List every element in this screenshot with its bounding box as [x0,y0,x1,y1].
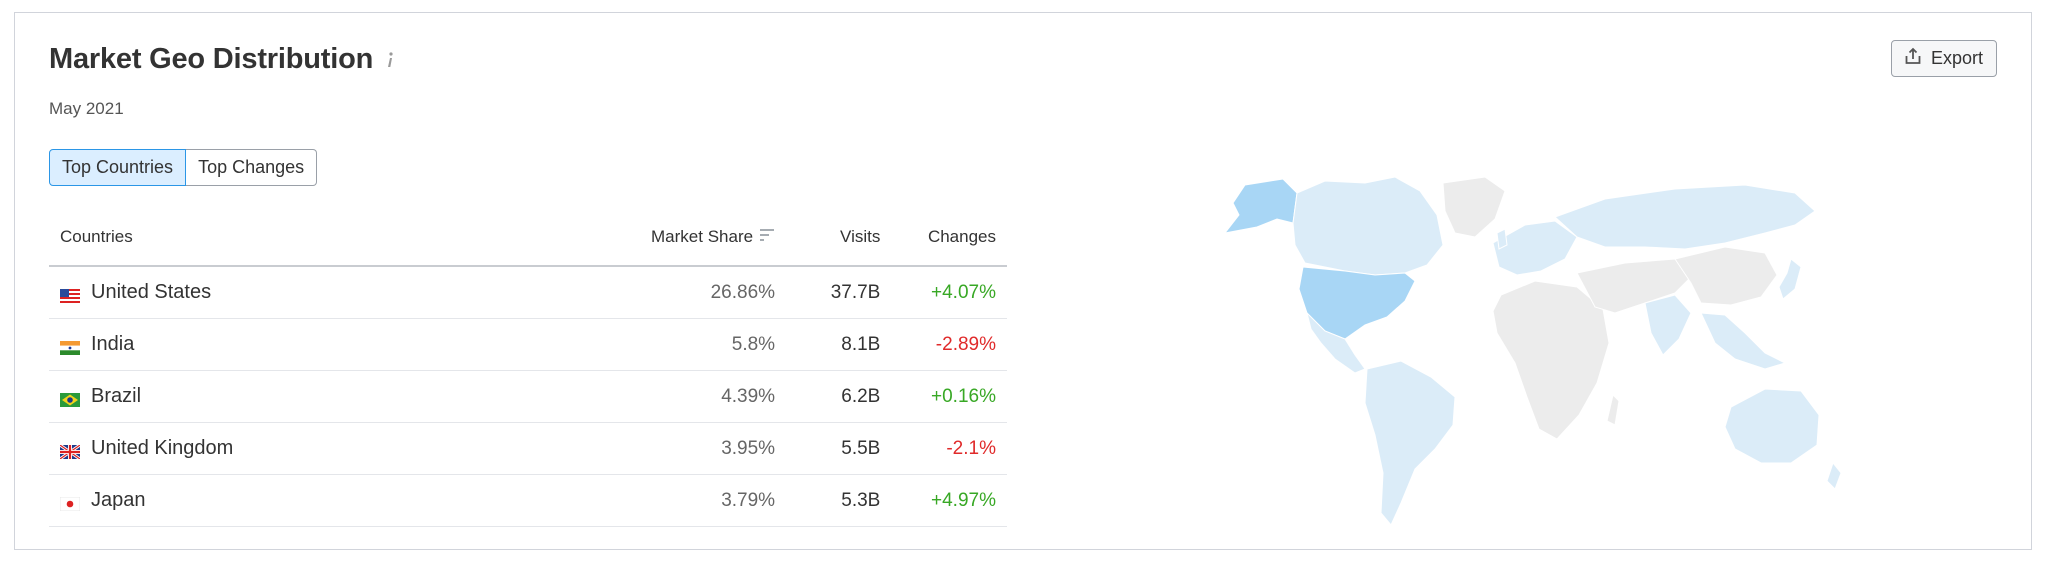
map-region-russia [1554,184,1816,250]
country-cell: Japan [49,474,609,527]
change-value: -2.1% [891,422,1007,475]
export-label: Export [1930,48,1984,68]
country-cell: Brazil [49,370,609,423]
map-region-india [1644,294,1692,356]
column-header-changes: Changes [891,209,1007,267]
change-value: +0.16% [891,370,1007,423]
visits-value: 5.5B [786,422,892,475]
table-row[interactable]: United Kingdom 3.95% 5.5B -2.1% [49,422,1007,475]
visits-value: 37.7B [786,266,892,319]
column-label: Visits [840,227,881,246]
change-value: +4.07% [891,266,1007,319]
tab-group: Top Countries Top Changes [49,149,318,186]
map-region-middle-east [1576,258,1696,314]
column-header-market-share[interactable]: Market Share [608,209,787,267]
table-row[interactable]: India 5.8% 8.1B -2.89% [49,318,1007,371]
market-share-value: 3.95% [608,422,787,475]
country-cell: United Kingdom [49,422,609,475]
visits-value: 6.2B [786,370,892,423]
uk-flag-icon [59,442,81,460]
column-label: Countries [60,227,133,246]
change-value: -2.89% [891,318,1007,371]
table-row[interactable]: Japan 3.79% 5.3B +4.97% [49,474,1007,527]
country-cell: India [49,318,609,371]
market-geo-card: Market Geo Distribution May 2021 Export … [14,12,2032,550]
map-region-china [1674,246,1778,306]
country-name: Japan [91,489,146,511]
country-name: United States [91,281,212,303]
map-region-mexico [1306,311,1366,374]
japan-flag-icon [59,494,81,511]
change-value: +4.97% [891,474,1007,527]
map-region-australia [1724,388,1820,464]
map-region-alaska [1223,178,1298,234]
column-label: Changes [927,227,996,246]
column-label: Market Share [651,226,754,246]
visits-value: 8.1B [786,318,892,371]
market-share-value: 5.8% [608,318,787,371]
page-title: Market Geo Distribution [49,43,374,75]
info-icon[interactable] [383,49,397,71]
export-button[interactable]: Export [1891,40,1997,77]
title-row: Market Geo Distribution [49,43,397,76]
table-row[interactable]: United States 26.86% 37.7B +4.07% [49,266,1007,319]
country-name: Brazil [91,385,142,407]
map-region-canada [1292,176,1444,276]
map-region-japan [1778,258,1802,300]
table-row[interactable]: Brazil 4.39% 6.2B +0.16% [49,370,1007,423]
sort-icon[interactable] [759,227,775,247]
map-region-madagascar [1606,394,1620,426]
map-region-europe [1492,220,1578,276]
visits-value: 5.3B [786,474,892,527]
column-header-visits: Visits [786,209,892,267]
country-name: United Kingdom [91,437,234,459]
map-region-new-zealand [1826,461,1842,490]
export-icon [1905,47,1921,70]
countries-table: Countries Market Share Visits Changes [49,209,1007,527]
world-map[interactable] [1205,163,1845,533]
map-region-africa [1492,280,1610,440]
india-flag-icon [60,338,80,355]
brazil-flag-icon [60,390,80,407]
date-label: May 2021 [49,99,124,118]
country-cell: United States [49,266,609,319]
map-region-uk [1496,228,1508,250]
market-share-value: 26.86% [608,266,787,319]
map-region-greenland [1442,176,1506,238]
column-header-countries: Countries [49,209,609,267]
map-region-southeast-asia [1700,312,1787,370]
tab-top-countries[interactable]: Top Countries [49,149,187,186]
market-share-value: 3.79% [608,474,787,527]
table-header-row: Countries Market Share Visits Changes [49,209,1007,267]
market-share-value: 4.39% [608,370,787,423]
tab-top-changes[interactable]: Top Changes [186,149,318,186]
us-flag-icon [60,286,80,303]
map-region-south-america [1364,360,1456,526]
country-name: India [91,333,135,355]
